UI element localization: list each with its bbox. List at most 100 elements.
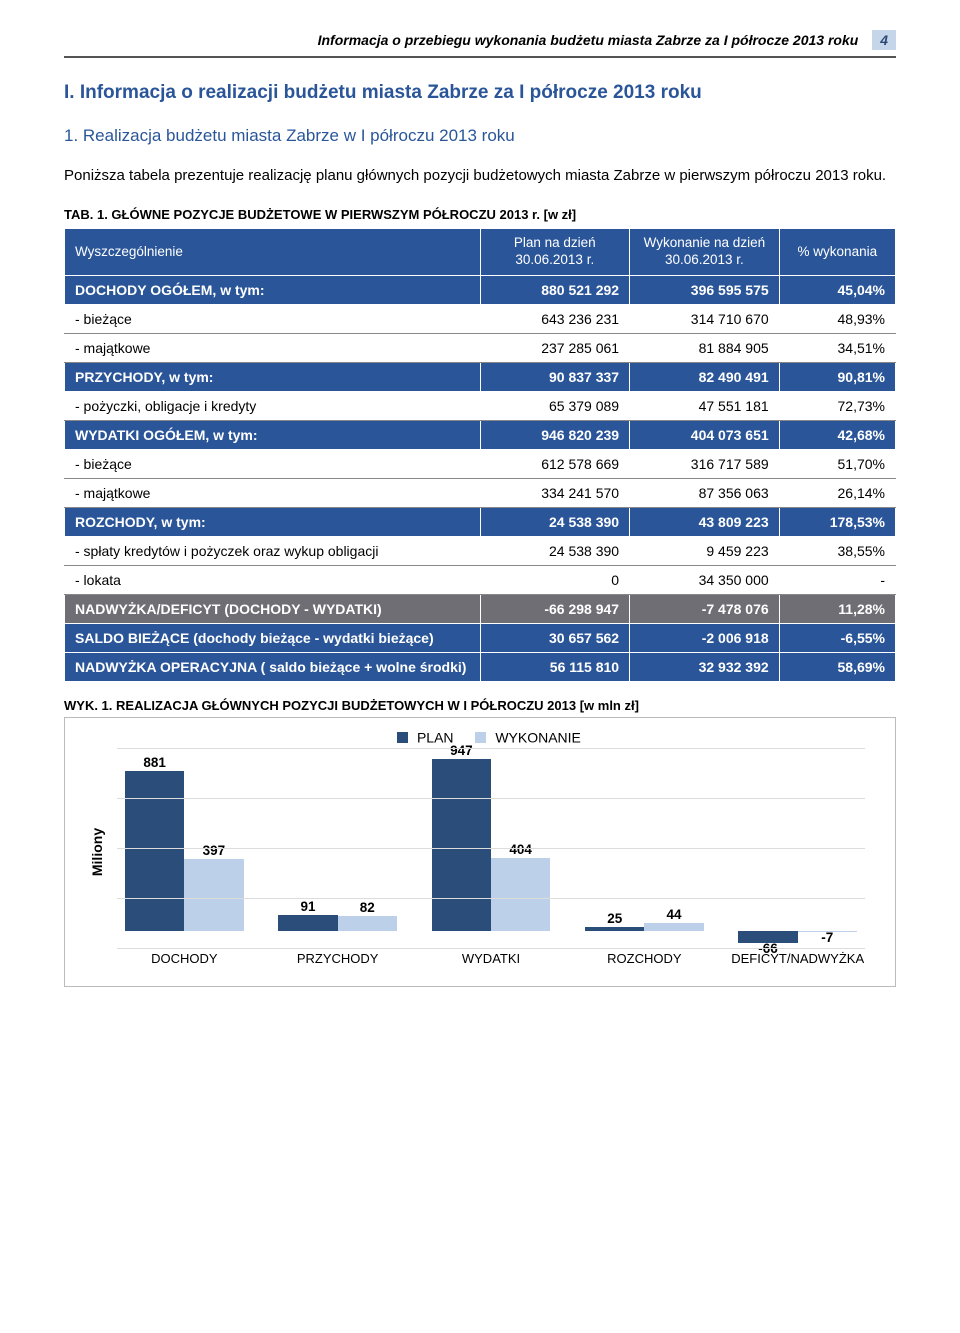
- chart-bar-plan: 91: [278, 915, 337, 932]
- table-row: SALDO BIEŻĄCE (dochody bieżące - wydatki…: [65, 624, 896, 653]
- chart-plot-area: 88139791829474042544-66-7: [117, 749, 865, 949]
- chart-bar-plan: -66: [738, 931, 797, 943]
- cell-wyk: 81 884 905: [630, 334, 780, 363]
- table-row: WYDATKI OGÓŁEM, w tym:946 820 239404 073…: [65, 421, 896, 450]
- cell-pct: 34,51%: [779, 334, 895, 363]
- chart-gridline: [117, 848, 865, 849]
- cell-plan: 612 578 669: [480, 450, 630, 479]
- chart-caption: WYK. 1. REALIZACJA GŁÓWNYCH POZYCJI BUDŻ…: [64, 698, 896, 713]
- chart-bar-wyk: 397: [184, 859, 243, 931]
- cell-wyk: 87 356 063: [630, 479, 780, 508]
- th-name: Wyszczególnienie: [65, 229, 481, 276]
- cell-name: WYDATKI OGÓŁEM, w tym:: [65, 421, 481, 450]
- chart-gridline: [117, 948, 865, 949]
- table-row: DOCHODY OGÓŁEM, w tym:880 521 292396 595…: [65, 276, 896, 305]
- cell-pct: 45,04%: [779, 276, 895, 305]
- page-number-badge: 4: [872, 30, 896, 50]
- chart-bar-label: 91: [278, 899, 337, 914]
- cell-plan: 30 657 562: [480, 624, 630, 653]
- cell-wyk: 43 809 223: [630, 508, 780, 537]
- cell-wyk: 314 710 670: [630, 305, 780, 334]
- cell-pct: 48,93%: [779, 305, 895, 334]
- cell-name: NADWYŻKA/DEFICYT (DOCHODY - WYDATKI): [65, 595, 481, 624]
- table-row: - spłaty kredytów i pożyczek oraz wykup …: [65, 537, 896, 566]
- chart-gridline: [117, 798, 865, 799]
- th-pct: % wykonania: [779, 229, 895, 276]
- table-row: PRZYCHODY, w tym:90 837 33782 490 49190,…: [65, 363, 896, 392]
- cell-wyk: 396 595 575: [630, 276, 780, 305]
- header-divider: [64, 56, 896, 58]
- chart-bar-label: 947: [432, 743, 491, 758]
- table-header-row: Wyszczególnienie Plan na dzień 30.06.201…: [65, 229, 896, 276]
- chart-bar-group: 881 397: [117, 749, 252, 949]
- cell-name: - pożyczki, obligacje i kredyty: [65, 392, 481, 421]
- cell-plan: 65 379 089: [480, 392, 630, 421]
- cell-name: NADWYŻKA OPERACYJNA ( saldo bieżące + wo…: [65, 653, 481, 682]
- chart-bars: 88139791829474042544-66-7: [117, 749, 865, 949]
- table-row: NADWYŻKA/DEFICYT (DOCHODY - WYDATKI)-66 …: [65, 595, 896, 624]
- page: Informacja o przebiegu wykonania budżetu…: [0, 0, 960, 1027]
- chart-bar-wyk: 44: [644, 923, 703, 931]
- chart-bar-label: -7: [798, 930, 857, 945]
- cell-plan: 90 837 337: [480, 363, 630, 392]
- cell-name: - majątkowe: [65, 334, 481, 363]
- chart-bar-group: 2544: [577, 749, 712, 949]
- intro-paragraph: Poniższa tabela prezentuje realizację pl…: [64, 164, 896, 187]
- cell-plan: -66 298 947: [480, 595, 630, 624]
- th-wyk: Wykonanie na dzień 30.06.2013 r.: [630, 229, 780, 276]
- chart-bar-label: 25: [585, 911, 644, 926]
- cell-name: SALDO BIEŻĄCE (dochody bieżące - wydatki…: [65, 624, 481, 653]
- chart-gridline: [117, 898, 865, 899]
- chart-bar-wyk: -7: [798, 931, 857, 932]
- cell-name: - bieżące: [65, 305, 481, 334]
- legend-label-wyk: WYKONANIE: [495, 729, 581, 745]
- cell-plan: 643 236 231: [480, 305, 630, 334]
- section-title: I. Informacja o realizacji budżetu miast…: [64, 82, 896, 104]
- cell-plan: 237 285 061: [480, 334, 630, 363]
- cell-pct: 72,73%: [779, 392, 895, 421]
- chart-bar-wyk: 82: [338, 916, 397, 931]
- cell-wyk: 34 350 000: [630, 566, 780, 595]
- cell-wyk: 32 932 392: [630, 653, 780, 682]
- cell-name: - spłaty kredytów i pożyczek oraz wykup …: [65, 537, 481, 566]
- cell-wyk: -2 006 918: [630, 624, 780, 653]
- cell-wyk: 47 551 181: [630, 392, 780, 421]
- chart-bar-group: -66-7: [730, 749, 865, 949]
- table-row: - majątkowe334 241 57087 356 06326,14%: [65, 479, 896, 508]
- chart-x-label: DOCHODY: [117, 951, 252, 966]
- cell-wyk: -7 478 076: [630, 595, 780, 624]
- cell-plan: 56 115 810: [480, 653, 630, 682]
- chart-bar-label: 881: [125, 755, 184, 770]
- cell-name: - majątkowe: [65, 479, 481, 508]
- cell-pct: 58,69%: [779, 653, 895, 682]
- cell-plan: 946 820 239: [480, 421, 630, 450]
- cell-name: DOCHODY OGÓŁEM, w tym:: [65, 276, 481, 305]
- chart-x-label: ROZCHODY: [577, 951, 712, 966]
- header-title: Informacja o przebiegu wykonania budżetu…: [318, 32, 859, 48]
- cell-pct: 51,70%: [779, 450, 895, 479]
- cell-pct: 42,68%: [779, 421, 895, 450]
- cell-name: - bieżące: [65, 450, 481, 479]
- cell-wyk: 404 073 651: [630, 421, 780, 450]
- table-row: - bieżące643 236 231314 710 67048,93%: [65, 305, 896, 334]
- chart-gridline: [117, 748, 865, 749]
- cell-pct: 26,14%: [779, 479, 895, 508]
- cell-plan: 24 538 390: [480, 508, 630, 537]
- chart-y-axis-label: Miliony: [89, 828, 105, 876]
- cell-wyk: 316 717 589: [630, 450, 780, 479]
- cell-pct: -6,55%: [779, 624, 895, 653]
- subsection-title: 1. Realizacja budżetu miasta Zabrze w I …: [64, 126, 896, 146]
- chart-container: PLAN WYKONANIE Miliony 88139791829474042…: [64, 717, 896, 987]
- cell-pct: 178,53%: [779, 508, 895, 537]
- cell-name: ROZCHODY, w tym:: [65, 508, 481, 537]
- cell-plan: 880 521 292: [480, 276, 630, 305]
- table-row: NADWYŻKA OPERACYJNA ( saldo bieżące + wo…: [65, 653, 896, 682]
- table-row: - lokata034 350 000-: [65, 566, 896, 595]
- cell-plan: 0: [480, 566, 630, 595]
- legend-swatch-wyk: [475, 732, 486, 743]
- cell-pct: 38,55%: [779, 537, 895, 566]
- chart-bar-label: 397: [184, 843, 243, 858]
- cell-pct: 11,28%: [779, 595, 895, 624]
- chart-bar-plan: 947: [432, 759, 491, 931]
- cell-name: - lokata: [65, 566, 481, 595]
